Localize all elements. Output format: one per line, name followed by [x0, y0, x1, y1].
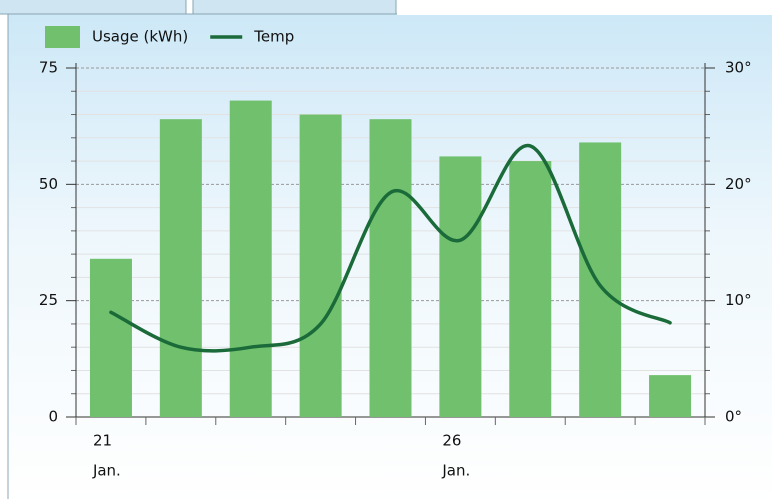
- tab[interactable]: [192, 0, 397, 15]
- y-tick-label: 75: [39, 59, 58, 77]
- y2-tick-label: 20°: [725, 175, 752, 193]
- legend-label: Temp: [253, 28, 294, 46]
- temp-line: [109, 144, 672, 353]
- y-tick-label: 50: [39, 175, 58, 193]
- x-tick-label: 21: [93, 432, 112, 450]
- bar: [369, 119, 412, 417]
- y2-tick-label: 10°: [725, 291, 752, 309]
- tab-active[interactable]: [397, 0, 772, 15]
- bar: [649, 375, 692, 417]
- x-tick-label: 26: [442, 432, 461, 450]
- tab[interactable]: [0, 0, 187, 15]
- bar: [509, 161, 552, 417]
- y2-tick-label: 30°: [725, 59, 752, 77]
- bar: [579, 142, 622, 417]
- bar: [229, 100, 272, 417]
- bar: [89, 258, 132, 417]
- legend-swatch: [45, 26, 80, 48]
- y2-tick-label: 0°: [725, 408, 742, 426]
- y-tick-label: 0: [48, 408, 58, 426]
- x-tick-label: Jan.: [92, 462, 121, 480]
- x-tick-label: Jan.: [441, 462, 470, 480]
- legend-label: Usage (kWh): [92, 28, 188, 46]
- y-tick-label: 25: [39, 291, 58, 309]
- bar: [299, 114, 342, 418]
- bar: [159, 119, 202, 417]
- bar: [439, 156, 482, 417]
